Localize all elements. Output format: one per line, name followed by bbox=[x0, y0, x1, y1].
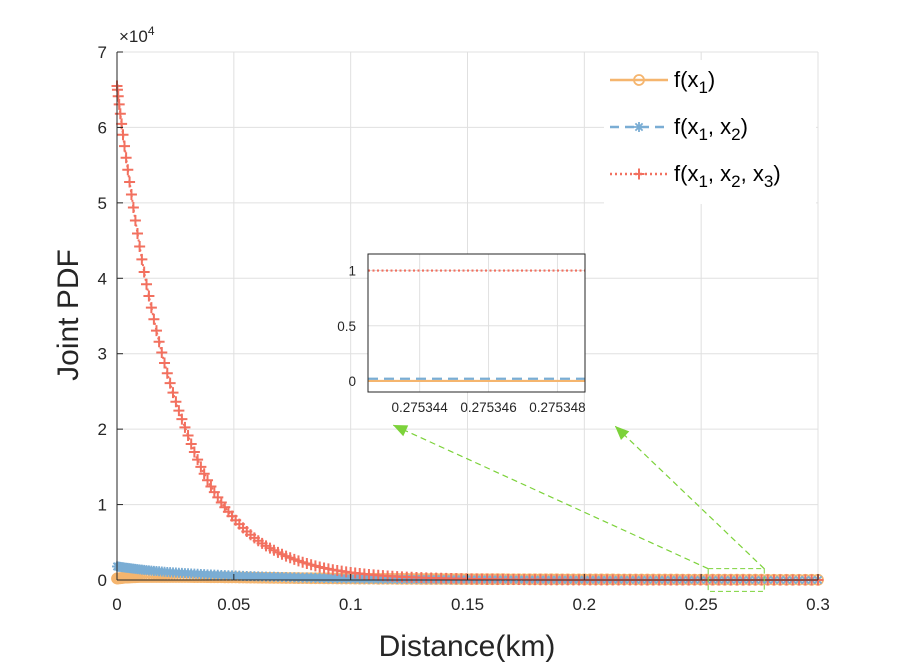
data-point bbox=[167, 387, 179, 399]
legend-close: ) bbox=[708, 67, 715, 92]
y-axis-label: Joint PDF bbox=[52, 249, 85, 381]
legend-label-base: f(x bbox=[674, 114, 698, 139]
y-tick-label: 1 bbox=[98, 496, 107, 515]
legend-marker bbox=[633, 168, 645, 180]
y-tick-label: 4 bbox=[98, 269, 107, 288]
x-axis-label: Distance(km) bbox=[379, 630, 556, 663]
x-tick-label: 0.1 bbox=[339, 595, 363, 614]
data-point bbox=[173, 405, 185, 417]
x-tick-label: 0 bbox=[112, 595, 121, 614]
zoom-region-box bbox=[707, 568, 765, 592]
data-point bbox=[127, 201, 139, 213]
inset-x-tick-label: 0.275346 bbox=[460, 400, 516, 415]
inset-y-tick-label: 1 bbox=[348, 264, 356, 279]
legend-label-base: f(x bbox=[674, 67, 698, 92]
data-point bbox=[195, 461, 207, 473]
legend: f(x1)f(x1, x2)f(x1, x2, x3) bbox=[604, 60, 816, 204]
y-exponent-label: ×104 bbox=[119, 24, 155, 46]
y-tick-label: 3 bbox=[98, 345, 107, 364]
y-tick-label: 7 bbox=[98, 43, 107, 62]
y-exponent-base: ×10 bbox=[119, 27, 148, 46]
legend-label: f(x1, x2) bbox=[674, 114, 748, 144]
zoom-arrow-line bbox=[392, 424, 709, 570]
x-tick-label: 0.2 bbox=[573, 595, 597, 614]
data-point bbox=[156, 347, 168, 359]
y-tick-label: 0 bbox=[98, 571, 107, 590]
y-exponent-power: 4 bbox=[148, 24, 155, 38]
data-point bbox=[136, 253, 148, 265]
data-point bbox=[182, 430, 194, 442]
zoom-annotation bbox=[392, 424, 765, 592]
x-tick-label: 0.15 bbox=[451, 595, 484, 614]
data-point bbox=[164, 377, 176, 389]
legend-subscript: 1 bbox=[698, 78, 707, 97]
y-tick-label: 6 bbox=[98, 118, 107, 137]
data-point bbox=[185, 438, 197, 450]
legend-label-base: f(x bbox=[674, 161, 698, 186]
data-point bbox=[145, 302, 157, 314]
data-point bbox=[188, 446, 200, 458]
data-point bbox=[131, 228, 143, 240]
data-point bbox=[205, 480, 217, 492]
inset-x-tick-label: 0.275344 bbox=[392, 400, 449, 415]
legend-subscript: 1 bbox=[698, 125, 707, 144]
data-point bbox=[138, 266, 150, 278]
data-point bbox=[153, 336, 165, 348]
legend-marker bbox=[633, 74, 645, 86]
data-point bbox=[143, 290, 155, 302]
inset-y-tick-label: 0.5 bbox=[337, 319, 356, 334]
legend-close: ) bbox=[741, 114, 748, 139]
y-tick-label: 5 bbox=[98, 194, 107, 213]
data-point bbox=[134, 240, 146, 252]
data-point bbox=[124, 176, 136, 188]
legend-label: f(x1) bbox=[674, 67, 715, 97]
data-point bbox=[192, 454, 204, 466]
x-tick-label: 0.3 bbox=[806, 595, 830, 614]
x-tick-label: 0.25 bbox=[685, 595, 718, 614]
zoom-arrow-head bbox=[615, 426, 630, 441]
inset-plot: 0.275344 0.275346 0.275348 0 0.5 1 bbox=[337, 253, 586, 415]
data-point bbox=[117, 129, 129, 141]
x-tick-label: 0.05 bbox=[217, 595, 250, 614]
inset-y-tick-label: 0 bbox=[348, 374, 356, 389]
inset-x-tick-label: 0.275348 bbox=[529, 400, 585, 415]
data-point bbox=[125, 188, 137, 200]
legend-sep: , x bbox=[708, 114, 731, 139]
main-ticks: 0 0.05 0.1 0.15 0.2 0.25 0.3 0 1 2 3 4 5 6 7 bbox=[98, 43, 830, 614]
inset-frame bbox=[367, 253, 586, 393]
data-point bbox=[129, 215, 141, 227]
data-point bbox=[170, 396, 182, 408]
data-point bbox=[148, 313, 160, 325]
data-point bbox=[119, 140, 131, 152]
legend-subscript: 2 bbox=[731, 125, 740, 144]
data-point bbox=[198, 468, 210, 480]
data-point bbox=[113, 98, 125, 110]
data-point bbox=[120, 152, 132, 164]
legend-subscript: 2 bbox=[731, 172, 740, 191]
legend-marker bbox=[634, 122, 644, 132]
legend-sep: , x bbox=[741, 161, 764, 186]
data-point bbox=[161, 367, 173, 379]
data-point bbox=[202, 474, 214, 486]
data-point bbox=[159, 357, 171, 369]
legend-close: ) bbox=[773, 161, 780, 186]
data-point bbox=[179, 421, 191, 433]
data-point bbox=[141, 278, 153, 290]
data-point bbox=[176, 413, 188, 425]
data-point bbox=[150, 325, 162, 337]
legend-label: f(x1, x2, x3) bbox=[674, 161, 781, 191]
legend-sep: , x bbox=[708, 161, 731, 186]
inset-border bbox=[367, 253, 586, 393]
zoom-arrow-line bbox=[614, 425, 765, 570]
legend-subscript: 3 bbox=[764, 172, 773, 191]
zoom-arrow-head bbox=[393, 425, 409, 437]
y-tick-label: 2 bbox=[98, 420, 107, 439]
legend-subscript: 1 bbox=[698, 172, 707, 191]
data-point bbox=[122, 164, 134, 176]
